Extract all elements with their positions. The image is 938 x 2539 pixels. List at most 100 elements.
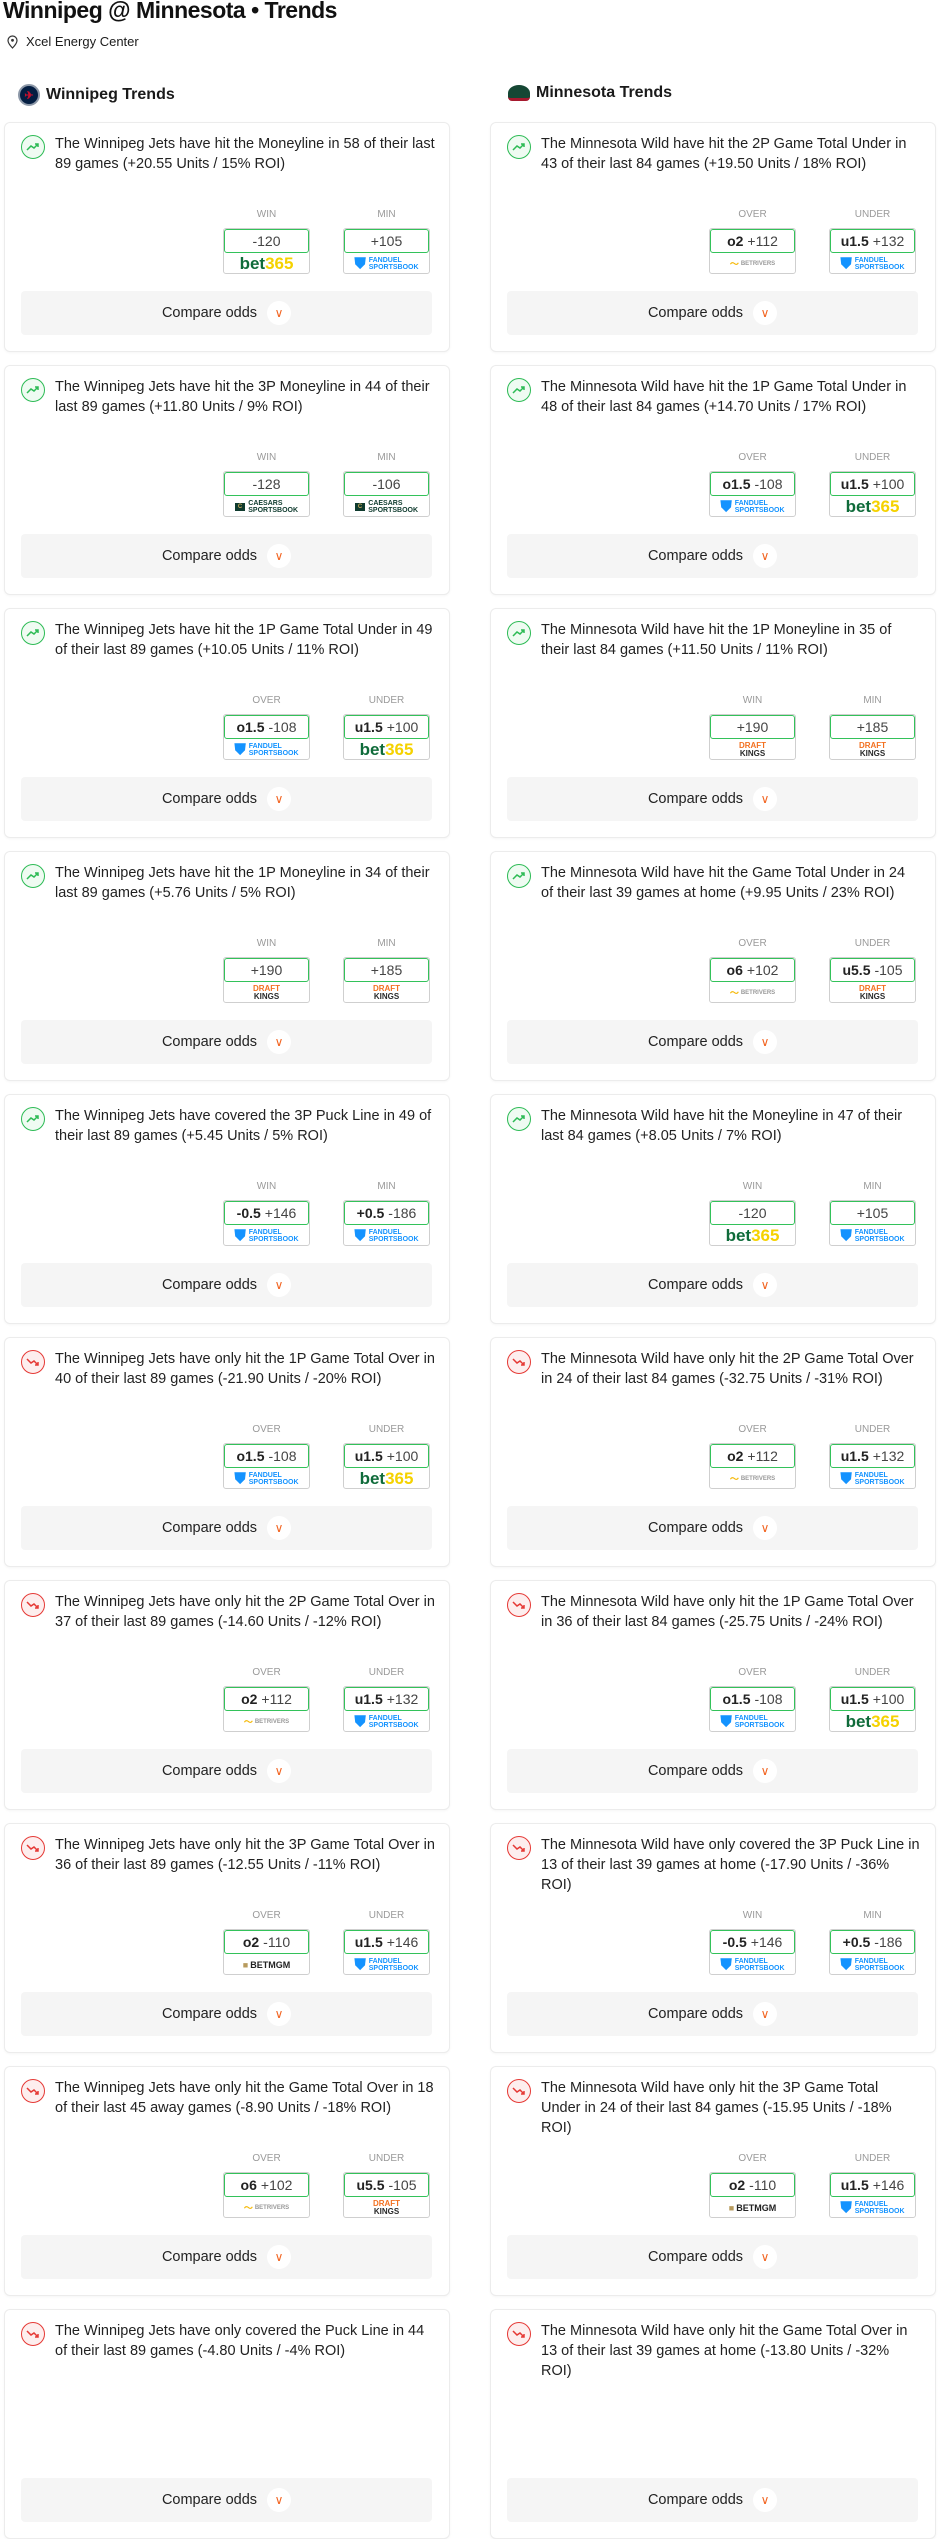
odds-label: MIN xyxy=(863,1910,882,1921)
bet365-logo: bet365 xyxy=(845,1711,900,1731)
compare-odds-button[interactable]: Compare odds ∨ xyxy=(507,1506,918,1550)
odds-button[interactable]: +105 ⛊ FANDUEL SPORTSBOOK xyxy=(343,228,430,274)
odds-button[interactable]: u5.5 -105 DRAFT KINGS xyxy=(343,2172,430,2218)
compare-odds-button[interactable]: Compare odds ∨ xyxy=(21,1749,432,1793)
odds-button[interactable]: o6 +102 〜 BETRIVERS xyxy=(223,2172,310,2218)
compare-odds-button[interactable]: Compare odds ∨ xyxy=(21,534,432,578)
odds-label: OVER xyxy=(738,452,767,463)
compare-odds-button[interactable]: Compare odds ∨ xyxy=(21,777,432,821)
compare-odds-button[interactable]: Compare odds ∨ xyxy=(507,1749,918,1793)
odds-button[interactable]: o1.5 -108 ⛊ FANDUEL SPORTSBOOK xyxy=(709,1686,796,1732)
odds-button[interactable]: o1.5 -108 ⛊ FANDUEL SPORTSBOOK xyxy=(223,714,310,760)
odds-label: UNDER xyxy=(854,1424,891,1435)
compare-odds-button[interactable]: Compare odds ∨ xyxy=(507,2478,918,2522)
betrivers-logo: 〜 BETRIVERS xyxy=(729,988,776,998)
compare-odds-label: Compare odds xyxy=(647,791,744,807)
chevron-down-icon: ∨ xyxy=(267,1516,292,1540)
compare-odds-button[interactable]: Compare odds ∨ xyxy=(21,291,432,335)
odds-button[interactable]: -128 C CAESARS SPORTSBOOK xyxy=(223,471,310,517)
odds-button[interactable]: u1.5 +146 ⛊ FANDUEL SPORTSBOOK xyxy=(829,2172,916,2218)
odds-price: -186 xyxy=(388,1205,417,1221)
odds-button[interactable]: o2 -110 ■ BETMGM xyxy=(709,2172,796,2218)
odds-button[interactable]: +185 DRAFT KINGS xyxy=(829,714,916,760)
compare-odds-button[interactable]: Compare odds ∨ xyxy=(507,1020,918,1064)
odds-price: -186 xyxy=(874,1934,903,1950)
odds-button[interactable]: +0.5 -186 ⛊ FANDUEL SPORTSBOOK xyxy=(829,1929,916,1975)
odds-button[interactable]: o2 -110 ■ BETMGM xyxy=(223,1929,310,1975)
odds-button[interactable]: -0.5 +146 ⛊ FANDUEL SPORTSBOOK xyxy=(709,1929,796,1975)
trend-up-icon xyxy=(21,621,45,645)
odds-button[interactable]: -106 C CAESARS SPORTSBOOK xyxy=(343,471,430,517)
trend-card: The Winnipeg Jets have hit the 1P Moneyl… xyxy=(4,851,450,1081)
trend-text: The Winnipeg Jets have only hit the 3P G… xyxy=(55,1837,435,1873)
trend-card: The Minnesota Wild have hit the 1P Game … xyxy=(490,365,936,595)
odds-button[interactable]: u1.5 +132 ⛊ FANDUEL SPORTSBOOK xyxy=(829,1443,916,1489)
odds-price: +185 xyxy=(370,962,403,978)
fanduel-logo: ⛊ FANDUEL SPORTSBOOK xyxy=(840,1227,905,1244)
odds-button[interactable]: -0.5 +146 ⛊ FANDUEL SPORTSBOOK xyxy=(223,1200,310,1246)
odds-button[interactable]: +105 ⛊ FANDUEL SPORTSBOOK xyxy=(829,1200,916,1246)
caesars-logo: C CAESARS SPORTSBOOK xyxy=(224,496,309,516)
venue: Xcel Energy Center xyxy=(7,34,139,49)
odds-label: UNDER xyxy=(854,1667,891,1678)
odds-button[interactable]: +0.5 -186 ⛊ FANDUEL SPORTSBOOK xyxy=(343,1200,430,1246)
odds-label: WIN xyxy=(256,1181,277,1192)
odds-price: -120 xyxy=(738,1205,767,1221)
odds-button[interactable]: u1.5 +146 ⛊ FANDUEL SPORTSBOOK xyxy=(343,1929,430,1975)
compare-odds-button[interactable]: Compare odds ∨ xyxy=(21,1020,432,1064)
odds-label: WIN xyxy=(742,1910,763,1921)
compare-odds-button[interactable]: Compare odds ∨ xyxy=(21,1263,432,1307)
odds-button[interactable]: -120 bet365 xyxy=(223,228,310,274)
chevron-down-icon: ∨ xyxy=(753,544,778,568)
odds-button[interactable]: o2 +112 〜 BETRIVERS xyxy=(709,228,796,274)
compare-odds-button[interactable]: Compare odds ∨ xyxy=(21,2478,432,2522)
odds-button[interactable]: u1.5 +132 ⛊ FANDUEL SPORTSBOOK xyxy=(829,228,916,274)
trend-text: The Winnipeg Jets have covered the 3P Pu… xyxy=(55,1108,432,1144)
odds-price: +100 xyxy=(386,719,419,735)
trend-up-icon xyxy=(21,378,45,402)
odds-button[interactable]: +190 DRAFT KINGS xyxy=(223,957,310,1003)
odds-button[interactable]: o6 +102 〜 BETRIVERS xyxy=(709,957,796,1003)
draftkings-logo: DRAFT KINGS xyxy=(372,2198,401,2216)
odds-button[interactable]: +185 DRAFT KINGS xyxy=(343,957,430,1003)
odds-label: MIN xyxy=(377,1181,396,1192)
odds-button[interactable]: o2 +112 〜 BETRIVERS xyxy=(709,1443,796,1489)
chevron-down-icon: ∨ xyxy=(267,787,292,811)
odds-button[interactable]: o1.5 -108 ⛊ FANDUEL SPORTSBOOK xyxy=(709,471,796,517)
odds-line: -0.5 xyxy=(236,1205,261,1221)
odds-label: OVER xyxy=(252,1667,281,1678)
odds-button[interactable]: u5.5 -105 DRAFT KINGS xyxy=(829,957,916,1003)
odds-price: -120 xyxy=(252,233,281,249)
chevron-down-icon: ∨ xyxy=(267,2488,292,2512)
odds-button[interactable]: u1.5 +100 bet365 xyxy=(829,471,916,517)
odds-price: +132 xyxy=(872,1448,905,1464)
draftkings-logo: DRAFT KINGS xyxy=(738,740,767,758)
odds-price: -128 xyxy=(252,476,281,492)
odds-button[interactable]: u1.5 +100 bet365 xyxy=(829,1686,916,1732)
odds-button[interactable]: u1.5 +100 bet365 xyxy=(343,714,430,760)
compare-odds-button[interactable]: Compare odds ∨ xyxy=(21,2235,432,2279)
compare-odds-button[interactable]: Compare odds ∨ xyxy=(21,1506,432,1550)
odds-button[interactable]: -120 bet365 xyxy=(709,1200,796,1246)
odds-button[interactable]: u1.5 +100 bet365 xyxy=(343,1443,430,1489)
trend-up-icon xyxy=(507,378,531,402)
odds-button[interactable]: u1.5 +132 ⛊ FANDUEL SPORTSBOOK xyxy=(343,1686,430,1732)
compare-odds-button[interactable]: Compare odds ∨ xyxy=(507,2235,918,2279)
compare-odds-button[interactable]: Compare odds ∨ xyxy=(507,1263,918,1307)
compare-odds-button[interactable]: Compare odds ∨ xyxy=(507,534,918,578)
trend-text: The Winnipeg Jets have hit the 1P Moneyl… xyxy=(55,865,430,901)
odds-button[interactable]: o2 +112 〜 BETRIVERS xyxy=(223,1686,310,1732)
compare-odds-button[interactable]: Compare odds ∨ xyxy=(507,1992,918,2036)
chevron-down-icon: ∨ xyxy=(267,301,292,325)
odds-button[interactable]: +190 DRAFT KINGS xyxy=(709,714,796,760)
odds-line: o1.5 xyxy=(722,1691,751,1707)
compare-odds-button[interactable]: Compare odds ∨ xyxy=(507,291,918,335)
odds-line: o2 xyxy=(241,1691,258,1707)
trend-card: The Winnipeg Jets have only hit the 1P G… xyxy=(4,1337,450,1567)
odds-label: MIN xyxy=(377,452,396,463)
compare-odds-button[interactable]: Compare odds ∨ xyxy=(21,1992,432,2036)
compare-odds-button[interactable]: Compare odds ∨ xyxy=(507,777,918,821)
trend-text: The Minnesota Wild have hit the Moneylin… xyxy=(541,1108,903,1144)
trend-card: The Winnipeg Jets have only hit the 3P G… xyxy=(4,1823,450,2053)
odds-button[interactable]: o1.5 -108 ⛊ FANDUEL SPORTSBOOK xyxy=(223,1443,310,1489)
